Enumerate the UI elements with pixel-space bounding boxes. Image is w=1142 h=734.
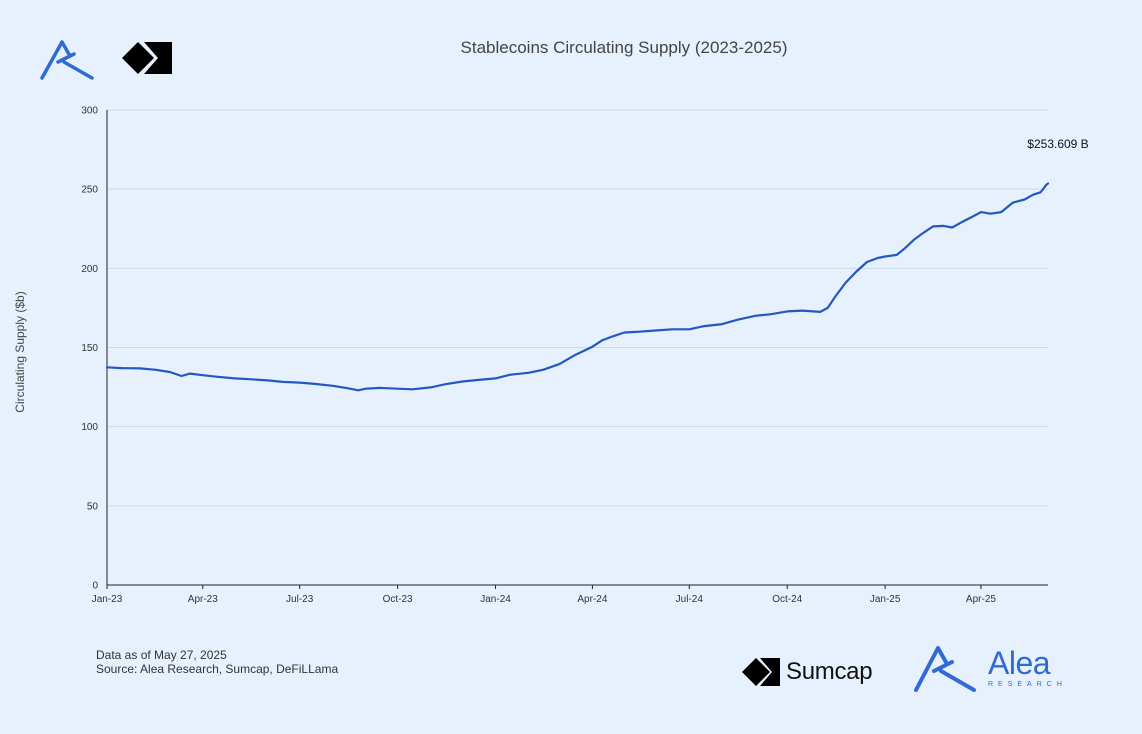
sumcap-wordmark: Sumcap xyxy=(786,658,873,685)
last-value-annotation: $253.609 B xyxy=(1027,137,1088,151)
x-tick-label: Jan-23 xyxy=(92,594,123,605)
x-tick-label: Jul-24 xyxy=(676,594,704,605)
sumcap-diamond-icon xyxy=(742,658,780,686)
y-tick-label: 300 xyxy=(81,106,98,117)
y-tick-label: 150 xyxy=(81,343,98,354)
data-date-note: Data as of May 27, 2025 xyxy=(96,648,227,662)
x-tick-label: Jan-24 xyxy=(480,594,511,605)
alea-wordmark: Alea xyxy=(988,645,1051,681)
y-tick-label: 250 xyxy=(81,185,98,196)
alea-subtitle: RESEARCH xyxy=(988,681,1067,688)
sumcap-logo: Sumcap xyxy=(742,656,873,688)
sumcap-logo-icon xyxy=(122,40,174,81)
y-tick-label: 100 xyxy=(81,422,98,433)
series-line xyxy=(105,182,1050,392)
y-tick-label: 0 xyxy=(92,581,98,592)
source-note: Source: Alea Research, Sumcap, DeFiLLama xyxy=(96,662,339,676)
x-tick-label: Oct-24 xyxy=(772,594,802,605)
x-tick-label: Apr-24 xyxy=(577,594,607,605)
alea-logo: Alea RESEARCH xyxy=(914,646,1067,692)
x-tick-label: Apr-25 xyxy=(966,594,996,605)
x-tick-label: Apr-23 xyxy=(188,594,218,605)
x-tick-label: Jan-25 xyxy=(870,594,901,605)
footer-notes: Data as of May 27, 2025 Source: Alea Res… xyxy=(96,648,338,676)
chart-title: Stablecoins Circulating Supply (2023-202… xyxy=(461,38,788,57)
x-tick-label: Oct-23 xyxy=(383,594,413,605)
alea-logo-icon xyxy=(40,40,96,87)
x-tick-label: Jul-23 xyxy=(286,594,314,605)
y-tick-label: 200 xyxy=(81,264,98,275)
y-tick-label: 50 xyxy=(87,501,99,512)
alea-mark-icon xyxy=(914,646,976,692)
y-axis-title: Circulating Supply ($b) xyxy=(13,291,27,412)
